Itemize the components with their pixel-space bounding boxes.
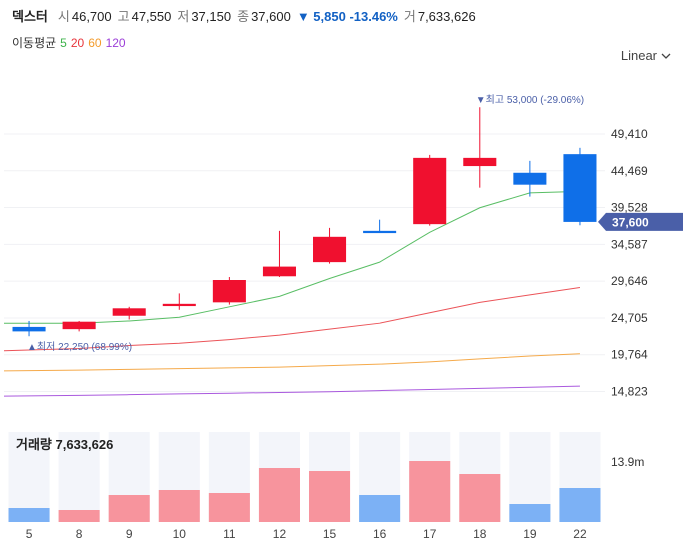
volume-bar [108, 495, 150, 522]
high-label: 고 [117, 9, 130, 24]
moving-average-legend: 이동평균 5 20 60 120 [12, 34, 130, 51]
open-value: 46,700 [71, 9, 112, 24]
ma-line-5 [4, 190, 580, 324]
x-tick-label: 10 [173, 527, 187, 541]
volume-bar [459, 474, 501, 522]
x-tick-label: 15 [323, 527, 337, 541]
x-tick-label: 18 [473, 527, 487, 541]
scale-toggle-label: Linear [620, 48, 657, 63]
candle-body [12, 326, 46, 332]
x-tick-label: 5 [26, 527, 33, 541]
y-tick-label: 49,410 [611, 127, 648, 141]
close-label: 종 [237, 9, 250, 24]
candle-body [313, 236, 347, 263]
candle-body [112, 308, 146, 316]
volume-bar [208, 493, 250, 522]
close-value: 37,600 [251, 9, 291, 24]
candle-body [62, 321, 96, 330]
x-tick-label: 12 [273, 527, 287, 541]
volume-title: 거래량 7,633,626 [16, 437, 113, 452]
min-price-annotation: ▲최저 22,250 (68.99%) [27, 341, 132, 353]
open-label: 시 [57, 9, 70, 24]
y-tick-label: 14,823 [611, 385, 648, 399]
candle-body [162, 303, 196, 307]
volume-bar [409, 461, 451, 522]
chevron-down-icon [661, 53, 671, 59]
y-tick-label: 19,764 [611, 348, 648, 362]
y-tick-label: 44,469 [611, 164, 648, 178]
volume-axis-tick: 13.9m [611, 455, 644, 469]
candle-body [513, 172, 547, 185]
last-price-tag-label: 37,600 [612, 215, 649, 229]
ma-legend-label: 이동평균 [12, 36, 57, 50]
x-tick-label: 9 [126, 527, 133, 541]
stock-name: 덱스터 [12, 9, 48, 24]
candle-body [563, 154, 597, 222]
ma-legend-5[interactable]: 5 [60, 36, 67, 50]
ma-line-20 [3, 286, 581, 352]
volume-bar [158, 490, 200, 522]
x-tick-label: 16 [373, 527, 387, 541]
volume-slot-bg [58, 432, 100, 522]
scale-toggle[interactable]: Linear [621, 48, 671, 63]
candle-body [413, 157, 447, 225]
last-price-tag [598, 212, 683, 231]
volume-value: 7,633,626 [417, 9, 476, 24]
change-value: ▼ 5,850 -13.46% [296, 9, 398, 24]
y-tick-label: 24,705 [611, 311, 648, 325]
x-tick-label: 17 [423, 527, 437, 541]
quote-header: 덱스터 시 46,700 고 47,550 저 37,150 종 37,600 … [12, 6, 482, 25]
x-tick-label: 11 [223, 527, 236, 541]
y-tick-label: 34,587 [611, 237, 648, 251]
volume-bar [258, 468, 300, 522]
volume-bar [359, 495, 401, 522]
ma-legend-60[interactable]: 60 [88, 36, 102, 50]
x-tick-label: 8 [76, 527, 83, 541]
ma-legend-120[interactable]: 120 [105, 36, 126, 50]
low-label: 저 [177, 9, 190, 24]
low-value: 37,150 [191, 9, 232, 24]
ma-legend-20[interactable]: 20 [70, 36, 85, 50]
volume-slot-bg [8, 432, 50, 522]
ma-line-60 [3, 353, 580, 372]
candle-body [463, 157, 497, 167]
volume-bar [559, 488, 601, 522]
ma-line-120 [3, 385, 580, 397]
volume-bar [509, 504, 551, 522]
candle-body [212, 280, 246, 303]
max-price-annotation: ▼최고 53,000 (-29.06%) [476, 94, 584, 106]
candle-body [363, 230, 397, 234]
candle-body [262, 266, 296, 277]
high-value: 47,550 [131, 9, 172, 24]
volume-bar [58, 510, 100, 522]
y-tick-label: 29,646 [611, 274, 648, 288]
volume-bar [8, 508, 50, 522]
x-tick-label: 22 [573, 527, 587, 541]
volume-bar [309, 471, 351, 522]
volume-label: 거 [403, 9, 416, 24]
y-tick-label: 39,528 [611, 201, 648, 215]
x-tick-label: 19 [523, 527, 537, 541]
